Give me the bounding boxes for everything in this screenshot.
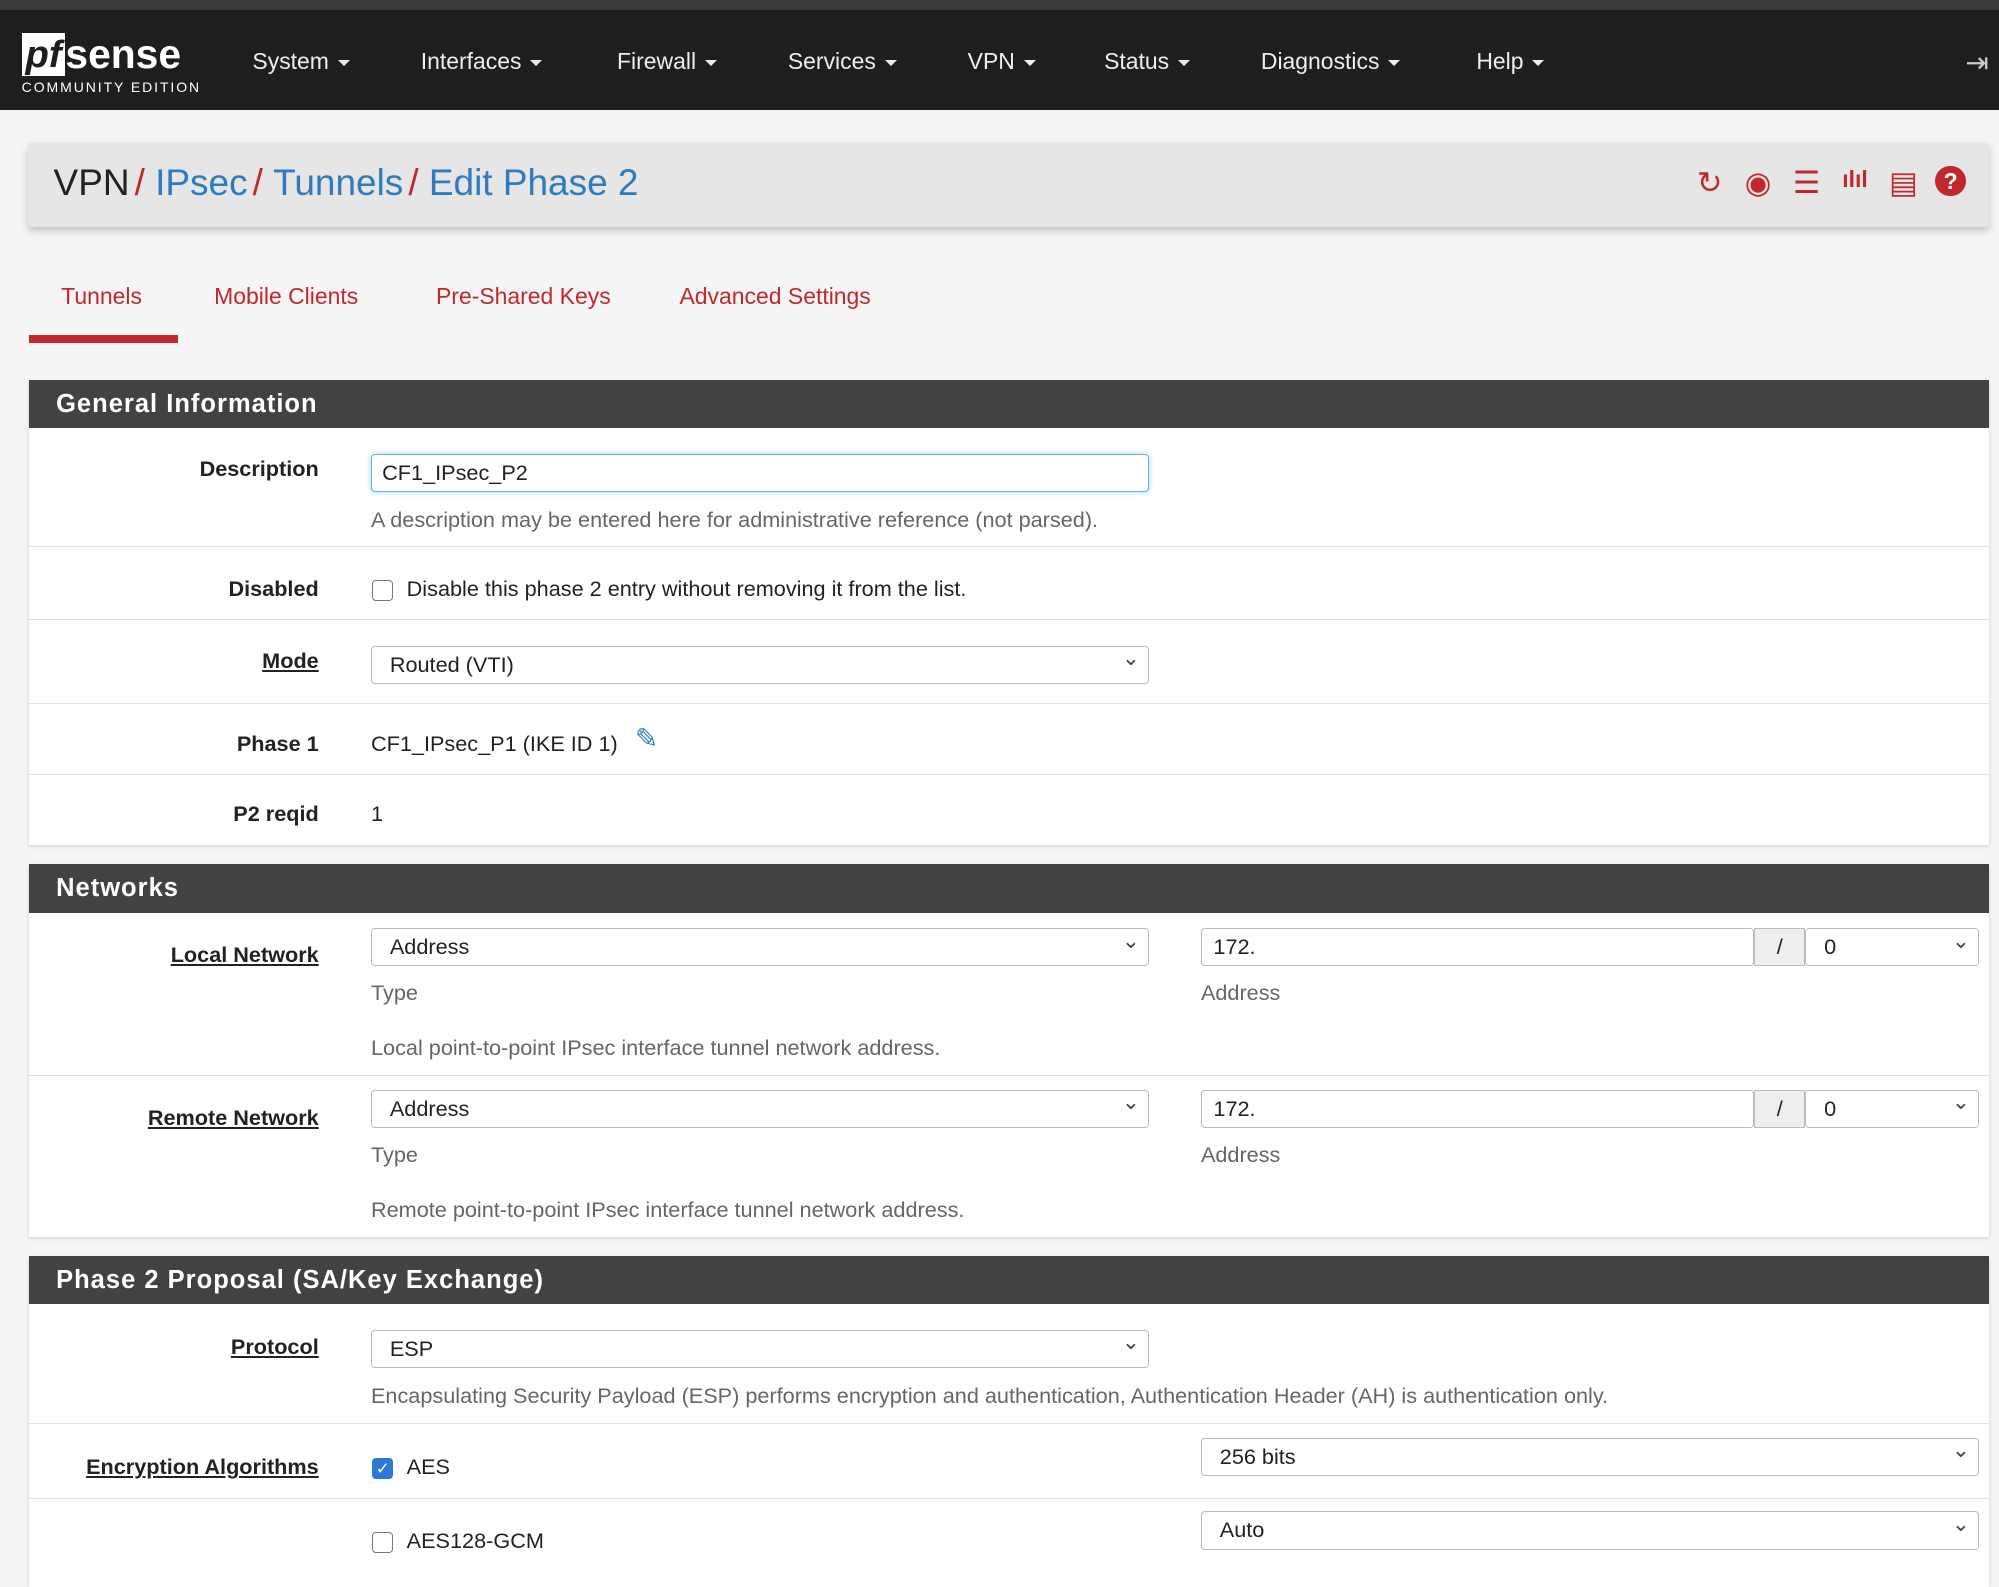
encryption-algorithms-label[interactable]: Encryption Algorithms (86, 1454, 319, 1480)
window-top-strip (0, 0, 1999, 11)
nav-interfaces[interactable]: Interfaces (421, 48, 543, 75)
disabled-label: Disabled (228, 575, 319, 601)
section-title: General Information (29, 379, 1989, 429)
local-address-input[interactable]: 172. (1200, 928, 1755, 967)
section-title: Networks (29, 864, 1989, 913)
phase2-proposal-panel: Phase 2 Proposal (SA/Key Exchange) Proto… (29, 1255, 1989, 1587)
local-network-help: Local point-to-point IPsec interface tun… (370, 1035, 941, 1061)
bar-chart-icon[interactable]: ılıl (1842, 165, 1868, 192)
aes128-gcm-label: AES128-GCM (406, 1528, 544, 1554)
aes128-gcm-keylen-select[interactable]: Auto (1200, 1506, 1979, 1550)
slash-separator: / (1754, 1089, 1806, 1128)
breadcrumb-bar: VPN / IPsec / Tunnels / Edit Phase 2 ↻ ◉ ☰ ılı… (28, 142, 1989, 227)
remote-address-input[interactable]: 172. (1200, 1089, 1755, 1128)
help-circle-icon[interactable]: ? (1935, 165, 1966, 197)
address-caption: Address (1200, 980, 1281, 1006)
reload-icon[interactable]: ↻ (1696, 165, 1723, 200)
type-caption: Type (370, 1142, 418, 1167)
list-icon[interactable]: ▤ (1888, 165, 1918, 200)
breadcrumb-vpn: VPN (53, 161, 130, 203)
breadcrumb-edit-phase2[interactable]: Edit Phase 2 (428, 161, 639, 203)
remote-type-select[interactable]: Address (370, 1084, 1149, 1128)
navbar: pf sense COMMUNITY EDITION System Interfac… (0, 10, 1999, 110)
slash-separator: / (1754, 928, 1806, 967)
section-title: Phase 2 Proposal (SA/Key Exchange) (29, 1255, 1989, 1305)
active-tab-indicator (29, 335, 179, 343)
breadcrumb-tunnels[interactable]: Tunnels (273, 161, 404, 203)
sliders-icon[interactable]: ☰ (1792, 165, 1821, 200)
disabled-text: Disable this phase 2 entry without remov… (406, 575, 967, 601)
nav-help[interactable]: Help (1476, 48, 1544, 75)
tab-mobile-clients[interactable]: Mobile Clients (214, 283, 359, 310)
nav-status[interactable]: Status (1104, 48, 1190, 75)
logo-subtitle: COMMUNITY EDITION (21, 79, 202, 96)
nav-diagnostics[interactable]: Diagnostics (1261, 48, 1401, 75)
tab-advanced-settings[interactable]: Advanced Settings (679, 283, 871, 310)
disabled-checkbox[interactable] (372, 579, 394, 601)
local-type-select[interactable]: Address (370, 923, 1149, 967)
remote-mask-select[interactable]: 0 (1805, 1084, 1979, 1128)
remote-network-help: Remote point-to-point IPsec interface tu… (370, 1196, 965, 1222)
sign-out-icon[interactable]: ⇥ (1965, 46, 1989, 78)
phase1-value: CF1_IPsec_P1 (IKE ID 1) (370, 730, 618, 756)
nav-system[interactable]: System (252, 48, 349, 75)
tab-pre-shared-keys[interactable]: Pre-Shared Keys (436, 283, 611, 310)
type-caption: Type (370, 980, 418, 1006)
local-network-label[interactable]: Local Network (170, 942, 319, 968)
nav-services[interactable]: Services (788, 48, 897, 75)
description-label: Description (199, 456, 319, 482)
mode-select[interactable]: Routed (VTI) (370, 640, 1149, 684)
nav-vpn[interactable]: VPN (968, 48, 1036, 75)
protocol-label[interactable]: Protocol (230, 1333, 319, 1359)
remote-network-label[interactable]: Remote Network (147, 1105, 319, 1131)
p2-reqid-label: P2 reqid (233, 800, 319, 826)
protocol-select[interactable]: ESP (370, 1324, 1149, 1368)
pfsense-logo[interactable]: pf sense COMMUNITY EDITION (21, 31, 202, 96)
p2-reqid-value: 1 (370, 800, 384, 826)
breadcrumb: VPN / IPsec / Tunnels / Edit Phase 2 (53, 161, 639, 203)
aes128-gcm-checkbox[interactable] (372, 1531, 394, 1553)
breadcrumb-ipsec[interactable]: IPsec (155, 161, 248, 203)
tab-tunnels[interactable]: Tunnels (61, 283, 142, 310)
stop-circle-icon[interactable]: ◉ (1744, 165, 1772, 200)
pencil-icon[interactable]: ✎ (634, 722, 659, 754)
nav-firewall[interactable]: Firewall (617, 48, 717, 75)
description-input[interactable]: CF1_IPsec_P2 (370, 453, 1149, 493)
address-caption: Address (1200, 1142, 1281, 1167)
networks-panel: Networks Local Network Address Type 172.… (29, 864, 1989, 1237)
mode-label[interactable]: Mode (262, 648, 319, 674)
protocol-help: Encapsulating Security Payload (ESP) per… (370, 1383, 1609, 1409)
description-help: A description may be entered here for ad… (370, 507, 1099, 533)
local-mask-select[interactable]: 0 (1805, 923, 1979, 967)
phase1-label: Phase 1 (236, 730, 319, 756)
aes-checkbox[interactable]: ✓ (372, 1458, 394, 1480)
aes-label: AES (406, 1454, 451, 1480)
general-information-panel: General Information Description CF1_IPse… (29, 379, 1989, 846)
aes-keylen-select[interactable]: 256 bits (1200, 1432, 1979, 1477)
